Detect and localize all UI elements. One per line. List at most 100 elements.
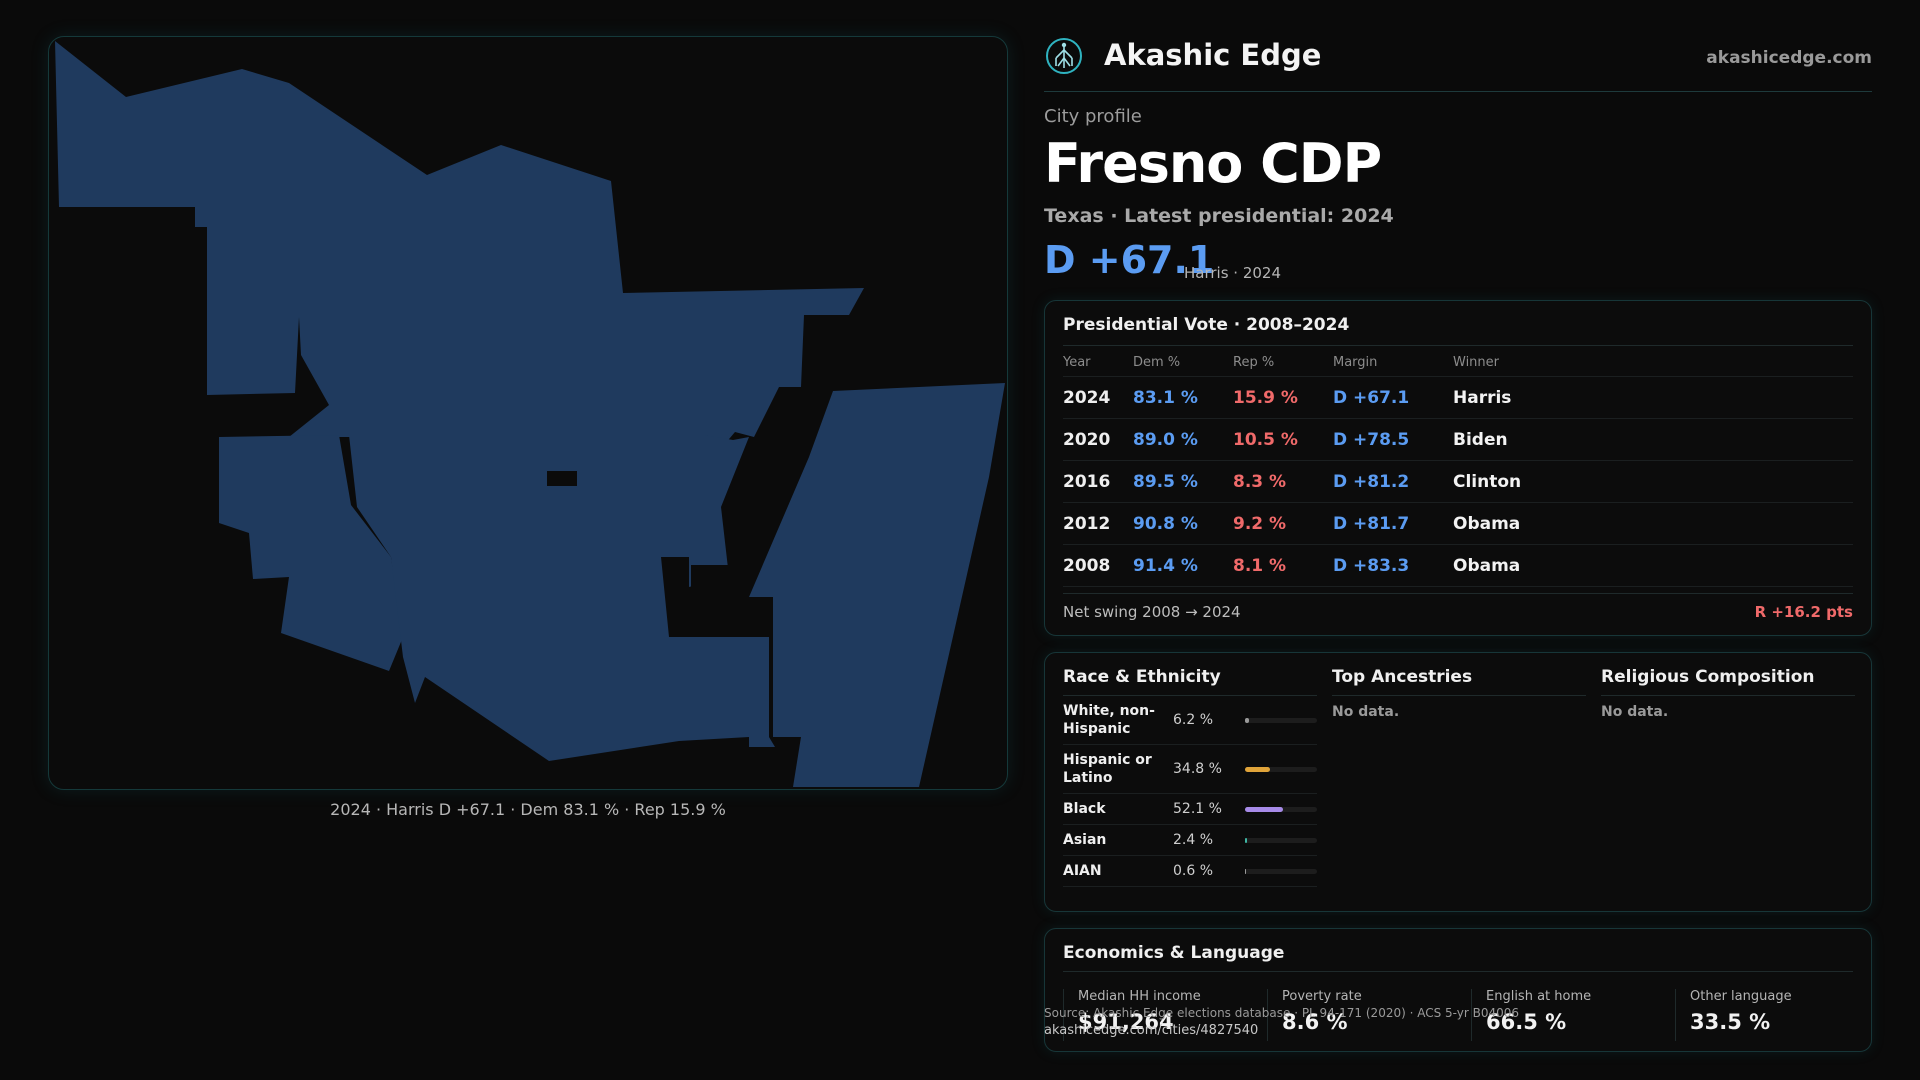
race-bar-fill xyxy=(1245,807,1283,812)
cell-rep: 9.2 % xyxy=(1233,514,1287,534)
religious-composition-section: Religious Composition No data. xyxy=(1601,667,1855,720)
race-label: Asian xyxy=(1063,832,1107,848)
race-label: Black xyxy=(1063,801,1106,817)
cell-margin: D +83.3 xyxy=(1333,556,1410,576)
cell-margin: D +81.7 xyxy=(1333,514,1410,534)
race-row: Hispanic or Latino 34.8 % xyxy=(1063,745,1317,794)
stat-other-language: Other language 33.5 % xyxy=(1675,989,1865,1041)
stat-label: Other language xyxy=(1690,989,1792,1004)
cell-year: 2024 xyxy=(1063,388,1111,408)
cell-winner: Clinton xyxy=(1453,472,1522,492)
cell-year: 2016 xyxy=(1063,472,1111,492)
race-bar-fill xyxy=(1245,767,1271,772)
cell-margin: D +78.5 xyxy=(1333,430,1410,450)
stat-label: English at home xyxy=(1486,989,1592,1004)
race-label: White, non-Hispanic xyxy=(1063,703,1155,737)
tree-of-life-icon[interactable] xyxy=(1044,36,1084,76)
stat-label: Median HH income xyxy=(1078,989,1201,1004)
vote-table: Year Dem % Rep % Margin Winner 2024 83.1… xyxy=(1063,351,1853,587)
race-percent: 2.4 % xyxy=(1173,832,1214,848)
stat-english-at-home: English at home 66.5 % xyxy=(1471,989,1661,1041)
net-swing-value: R +16.2 pts xyxy=(1754,603,1853,621)
section-title: Race & Ethnicity xyxy=(1063,667,1317,696)
page-title: Fresno CDP xyxy=(1044,132,1382,195)
race-label: AIAN xyxy=(1063,863,1102,879)
headline-margin-note: Harris · 2024 xyxy=(1184,264,1282,282)
cell-dem: 89.5 % xyxy=(1133,472,1198,492)
brand-url[interactable]: akashicedge.com xyxy=(1706,48,1872,68)
race-bar-track xyxy=(1245,807,1317,812)
column-header-year: Year xyxy=(1063,355,1091,370)
race-label: Hispanic or Latino xyxy=(1063,752,1152,786)
stat-value: 66.5 % xyxy=(1486,1010,1567,1034)
city-map[interactable] xyxy=(48,36,1008,790)
source-footnote: Source: Akashic Edge elections database … xyxy=(1044,1004,1519,1040)
cell-dem: 91.4 % xyxy=(1133,556,1198,576)
section-title: Top Ancestries xyxy=(1332,667,1586,696)
divider xyxy=(1063,345,1853,346)
race-bar-track xyxy=(1245,838,1317,843)
race-bar-track xyxy=(1245,718,1317,723)
cell-rep: 15.9 % xyxy=(1233,388,1298,408)
cell-dem: 83.1 % xyxy=(1133,388,1198,408)
top-ancestries-section: Top Ancestries No data. xyxy=(1332,667,1586,720)
column-header-rep: Rep % xyxy=(1233,355,1275,370)
empty-state: No data. xyxy=(1332,704,1400,720)
stat-value: $91,264 xyxy=(1078,1010,1174,1034)
economics-language-card: Economics & Language Median HH income $9… xyxy=(1044,928,1872,1052)
cell-dem: 90.8 % xyxy=(1133,514,1198,534)
race-row: Black 52.1 % xyxy=(1063,794,1317,825)
race-percent: 0.6 % xyxy=(1173,863,1214,879)
cell-year: 2008 xyxy=(1063,556,1111,576)
table-row: 2016 89.5 % 8.3 % D +81.2 Clinton xyxy=(1063,461,1853,503)
cell-margin: D +81.2 xyxy=(1333,472,1410,492)
cell-rep: 8.3 % xyxy=(1233,472,1287,492)
page-eyebrow: City profile xyxy=(1044,106,1142,127)
cell-year: 2020 xyxy=(1063,430,1111,450)
cell-winner: Biden xyxy=(1453,430,1508,450)
stat-label: Poverty rate xyxy=(1282,989,1362,1004)
table-row: 2020 89.0 % 10.5 % D +78.5 Biden xyxy=(1063,419,1853,461)
source-text: Source: Akashic Edge elections database … xyxy=(1044,1006,1520,1020)
brand-name[interactable]: Akashic Edge xyxy=(1104,38,1322,72)
section-title: Religious Composition xyxy=(1601,667,1855,696)
cell-winner: Obama xyxy=(1453,556,1521,576)
headline-margin: D +67.1 xyxy=(1044,238,1215,282)
stat-value: 33.5 % xyxy=(1690,1010,1771,1034)
table-row: 2012 90.8 % 9.2 % D +81.7 Obama xyxy=(1063,503,1853,545)
race-percent: 6.2 % xyxy=(1173,712,1214,728)
stat-median-income: Median HH income $91,264 xyxy=(1063,989,1253,1041)
column-header-winner: Winner xyxy=(1453,355,1500,370)
site-header: Akashic Edge akashicedge.com xyxy=(1044,36,1872,92)
cell-rep: 10.5 % xyxy=(1233,430,1298,450)
race-bar-track xyxy=(1245,767,1317,772)
column-header-dem: Dem % xyxy=(1133,355,1181,370)
map-enclaves xyxy=(547,471,737,589)
cell-dem: 89.0 % xyxy=(1133,430,1198,450)
table-row: 2008 91.4 % 8.1 % D +83.3 Obama xyxy=(1063,545,1853,587)
race-ethnicity-section: Race & Ethnicity White, non-Hispanic 6.2… xyxy=(1063,667,1317,887)
divider xyxy=(1063,593,1853,594)
race-bar-fill xyxy=(1245,718,1250,723)
divider xyxy=(1063,971,1853,972)
card-title: Economics & Language xyxy=(1063,943,1285,963)
race-bar-fill xyxy=(1245,869,1247,874)
race-row: White, non-Hispanic 6.2 % xyxy=(1063,696,1317,745)
city-boundary-shape xyxy=(55,41,1005,787)
cell-margin: D +67.1 xyxy=(1333,388,1410,408)
source-url[interactable]: akashicedge.com/cities/4827540 xyxy=(1044,1023,1259,1038)
race-row: AIAN 0.6 % xyxy=(1063,856,1317,887)
card-title: Presidential Vote · 2008–2024 xyxy=(1063,315,1350,335)
demographics-card: Race & Ethnicity White, non-Hispanic 6.2… xyxy=(1044,652,1872,912)
page-subtitle: Texas · Latest presidential: 2024 xyxy=(1044,205,1394,227)
empty-state: No data. xyxy=(1601,704,1669,720)
stat-poverty-rate: Poverty rate 8.6 % xyxy=(1267,989,1457,1041)
city-boundary-map xyxy=(55,41,1005,787)
cell-rep: 8.1 % xyxy=(1233,556,1287,576)
net-swing-label: Net swing 2008 → 2024 xyxy=(1063,603,1241,621)
race-bar-fill xyxy=(1245,838,1247,843)
cell-year: 2012 xyxy=(1063,514,1111,534)
cell-winner: Harris xyxy=(1453,388,1512,408)
race-percent: 34.8 % xyxy=(1173,761,1222,777)
map-caption: 2024 · Harris D +67.1 · Dem 83.1 % · Rep… xyxy=(330,800,726,819)
